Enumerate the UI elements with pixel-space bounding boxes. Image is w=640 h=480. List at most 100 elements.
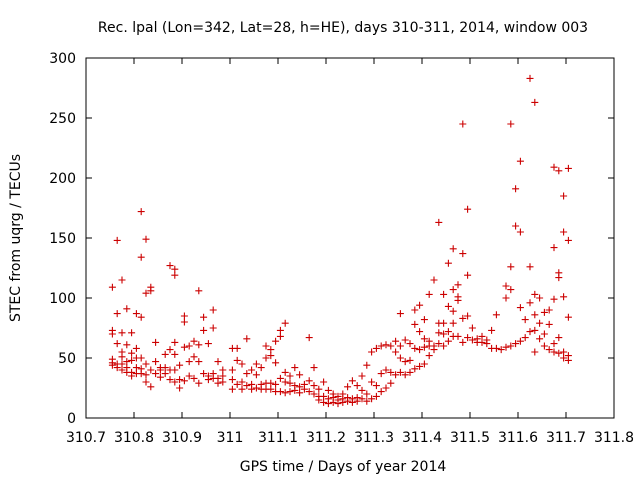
- x-tick-label: 311.5: [450, 430, 490, 446]
- data-point: [468, 324, 476, 332]
- data-point: [281, 389, 289, 397]
- data-point: [238, 360, 246, 368]
- data-point: [214, 379, 222, 387]
- data-point: [512, 185, 520, 193]
- data-point: [464, 312, 472, 320]
- x-tick-label: 310.8: [114, 430, 154, 446]
- y-tick-label: 150: [49, 231, 76, 247]
- data-point: [526, 263, 534, 271]
- data-point: [190, 353, 198, 361]
- data-point: [147, 366, 155, 374]
- data-point: [555, 274, 563, 282]
- data-point: [550, 348, 558, 356]
- data-point: [286, 372, 294, 380]
- y-tick-label: 0: [67, 411, 76, 427]
- data-point: [137, 354, 145, 362]
- data-point: [550, 340, 558, 348]
- data-point: [123, 341, 131, 349]
- data-point: [420, 335, 428, 343]
- data-point: [550, 244, 558, 252]
- data-point: [459, 338, 467, 346]
- data-point: [444, 302, 452, 310]
- data-point: [502, 282, 510, 290]
- data-point: [468, 336, 476, 344]
- data-point: [401, 336, 409, 344]
- data-point: [118, 329, 126, 337]
- data-point: [219, 366, 227, 374]
- data-point: [272, 337, 280, 345]
- data-point: [368, 348, 376, 356]
- data-point: [358, 372, 366, 380]
- y-axis-label: STEC from uqrg / TECUs: [8, 154, 24, 322]
- data-point: [444, 328, 452, 336]
- data-point: [411, 344, 419, 352]
- data-point: [382, 366, 390, 374]
- data-point: [560, 354, 568, 362]
- data-point: [454, 281, 462, 289]
- data-point: [171, 366, 179, 374]
- data-point: [113, 340, 121, 348]
- data-point: [560, 293, 568, 301]
- data-point: [228, 366, 236, 374]
- data-point: [243, 382, 251, 390]
- data-point: [348, 398, 356, 406]
- data-point: [440, 330, 448, 338]
- data-point: [267, 379, 275, 387]
- data-point: [344, 383, 352, 391]
- data-point: [550, 163, 558, 171]
- data-point: [219, 372, 227, 380]
- data-point: [132, 344, 140, 352]
- data-point: [382, 341, 390, 349]
- data-point: [540, 330, 548, 338]
- data-point: [560, 228, 568, 236]
- data-point: [233, 356, 241, 364]
- data-point: [108, 283, 116, 291]
- data-point: [531, 348, 539, 356]
- data-point: [262, 354, 270, 362]
- data-point: [147, 287, 155, 295]
- data-point: [156, 373, 164, 381]
- data-point: [440, 319, 448, 327]
- x-tick-label: 311.4: [402, 430, 442, 446]
- data-point: [387, 368, 395, 376]
- data-point: [478, 332, 486, 340]
- data-point: [200, 326, 208, 334]
- data-point: [152, 338, 160, 346]
- data-point: [209, 306, 217, 314]
- data-point: [353, 382, 361, 390]
- data-point: [502, 343, 510, 351]
- data-point: [464, 205, 472, 213]
- data-point: [272, 359, 280, 367]
- data-point: [190, 337, 198, 345]
- data-point: [406, 356, 414, 364]
- x-axis-label: GPS time / Days of year 2014: [240, 459, 447, 475]
- data-point: [248, 385, 256, 393]
- data-point: [142, 371, 150, 379]
- data-point: [233, 344, 241, 352]
- data-point: [185, 372, 193, 380]
- data-point: [281, 378, 289, 386]
- data-point: [324, 400, 332, 408]
- data-point: [449, 319, 457, 327]
- data-point: [305, 388, 313, 396]
- data-point: [435, 329, 443, 337]
- data-point: [209, 324, 217, 332]
- data-point: [176, 384, 184, 392]
- data-point: [363, 390, 371, 398]
- data-point: [430, 276, 438, 284]
- data-point: [281, 368, 289, 376]
- data-point: [204, 376, 212, 384]
- data-point: [185, 342, 193, 350]
- data-point: [118, 353, 126, 361]
- data-point: [497, 346, 505, 354]
- data-point: [214, 358, 222, 366]
- data-point: [521, 334, 529, 342]
- data-point: [516, 157, 524, 165]
- data-point: [396, 354, 404, 362]
- chart-title: Rec. lpal (Lon=342, Lat=28, h=HE), days …: [98, 20, 588, 36]
- data-point: [440, 290, 448, 298]
- data-point: [358, 386, 366, 394]
- y-tick-label: 300: [49, 51, 76, 67]
- data-point: [161, 370, 169, 378]
